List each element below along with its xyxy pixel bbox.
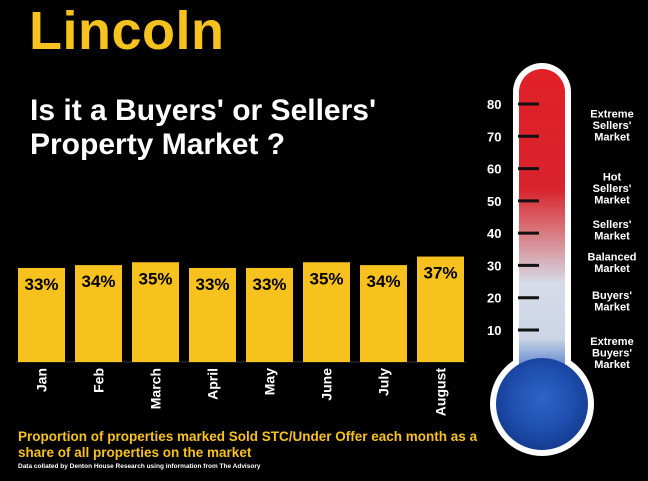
- data-label: 34%: [81, 272, 115, 291]
- x-tick-label: Feb: [91, 368, 107, 393]
- scale-label: 40: [487, 226, 501, 241]
- scale-label: 10: [487, 323, 501, 338]
- scale-label: 20: [487, 291, 501, 306]
- bar: [189, 267, 236, 362]
- page-title: Lincoln: [29, 1, 225, 61]
- scale-label: 60: [487, 162, 501, 177]
- chart-caption: Proportion of properties marked Sold STC…: [18, 429, 478, 460]
- data-credit: Data collated by Denton House Research u…: [18, 463, 261, 470]
- x-tick-label: May: [262, 368, 278, 395]
- data-label: 33%: [195, 275, 229, 294]
- market-zone-label-line: Market: [594, 194, 630, 206]
- bar: [18, 267, 65, 362]
- x-tick-label: March: [148, 368, 164, 409]
- x-tick-label: July: [376, 368, 392, 396]
- market-zone-label-line: Buyers': [592, 290, 632, 302]
- market-zone-label-line: Market: [594, 231, 630, 243]
- subtitle-line: Is it a Buyers' or Sellers': [30, 94, 377, 127]
- market-zone-label-line: Extreme: [590, 336, 633, 348]
- market-zone-label-line: Market: [594, 263, 630, 275]
- market-zone-label-line: Buyers': [592, 348, 632, 360]
- thermometer-bulb: [496, 358, 588, 450]
- bar: [417, 256, 464, 362]
- x-tick-label: April: [205, 368, 221, 400]
- data-label: 33%: [252, 275, 286, 294]
- market-zone-label-line: Market: [594, 302, 630, 314]
- x-tick-label: Jan: [34, 368, 50, 392]
- bar: [303, 262, 350, 362]
- market-zone-label-line: Sellers': [593, 219, 632, 231]
- bar: [246, 267, 293, 362]
- subtitle: Is it a Buyers' or Sellers' Property Mar…: [30, 94, 376, 162]
- market-zone-label-line: Hot: [603, 171, 622, 183]
- data-label: 37%: [423, 264, 457, 283]
- x-tick-label: August: [433, 368, 449, 417]
- data-label: 34%: [366, 272, 400, 291]
- market-zone-label-line: Extreme: [590, 108, 633, 120]
- scale-label: 70: [487, 129, 501, 144]
- bar: [360, 265, 407, 362]
- market-zone-label-line: Sellers': [593, 183, 632, 195]
- subtitle-line: Property Market ?: [30, 128, 286, 161]
- market-zone-label: Sellers'Market: [593, 219, 632, 243]
- thermometer-body: [490, 63, 594, 456]
- bar: [132, 262, 179, 362]
- scale-label: 30: [487, 258, 501, 273]
- scale-label: 80: [487, 97, 501, 112]
- market-zone-label-line: Sellers': [593, 120, 632, 132]
- data-label: 35%: [309, 269, 343, 288]
- market-zone-label: Buyers'Market: [592, 290, 632, 314]
- market-zone-label-line: Balanced: [588, 251, 637, 263]
- thermometer-scale: 8070605040302010ExtremeSellers'MarketHot…: [487, 97, 636, 371]
- scale-label: 50: [487, 194, 501, 209]
- market-zone-label-line: Market: [594, 131, 630, 143]
- x-tick-label: June: [319, 368, 335, 401]
- bar: [75, 265, 122, 362]
- data-label: 33%: [24, 275, 58, 294]
- thermometer-mercury: [519, 69, 565, 384]
- data-label: 35%: [138, 269, 172, 288]
- market-zone-label-line: Market: [594, 359, 630, 371]
